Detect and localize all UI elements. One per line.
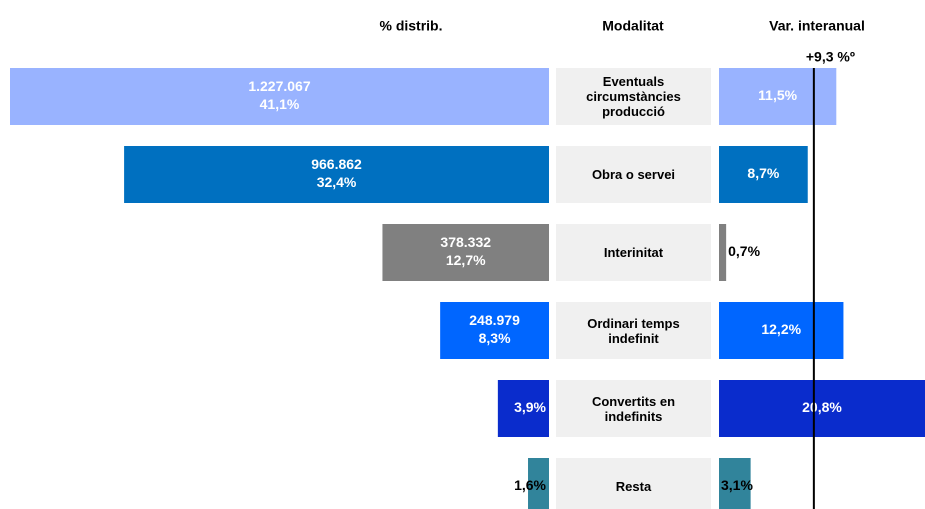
variation-label: 11,5% <box>758 87 797 103</box>
category-label: Ordinari temps indefinit <box>556 302 711 359</box>
variation-label: 8,7% <box>747 165 779 181</box>
variation-bar <box>719 224 727 281</box>
variation-label: 20,8% <box>802 399 842 415</box>
count-label: 248.979 <box>469 312 520 328</box>
share-bar <box>497 380 549 437</box>
variation-label: 0,7% <box>728 243 760 259</box>
count-label: 378.332 <box>440 234 491 250</box>
share-label: 12,7% <box>446 252 486 268</box>
category-label: Resta <box>556 458 711 509</box>
category-label: Interinitat <box>556 224 711 281</box>
variation-label: 3,1% <box>721 477 753 493</box>
column-title: Var. interanual <box>769 18 865 34</box>
variation-bar <box>719 458 751 509</box>
share-bar <box>10 68 549 125</box>
category-label: Eventuals circumstàncies producció <box>556 68 711 125</box>
variation-bar <box>719 68 837 125</box>
variation-bar <box>719 146 808 203</box>
count-label: 966.862 <box>311 156 362 172</box>
count-label: 1.227.067 <box>248 78 310 94</box>
share-bar <box>382 224 549 281</box>
share-label: 1,6% <box>514 477 546 493</box>
category-label: Convertits en indefinits <box>556 380 711 437</box>
share-label: 41,1% <box>260 96 300 112</box>
variation-label: 12,2% <box>761 321 801 337</box>
variation-bar <box>719 380 925 437</box>
share-label: 32,4% <box>317 174 357 190</box>
share-label: 8,3% <box>479 330 511 346</box>
variation-bar <box>719 302 844 359</box>
reference-label: +9,3 %º <box>806 49 855 65</box>
column-title: % distrib. <box>379 18 442 34</box>
share-bar <box>528 458 549 509</box>
share-label: 3,9% <box>514 399 546 415</box>
share-bar <box>124 146 550 203</box>
category-label: Obra o servei <box>556 146 711 203</box>
column-title: Modalitat <box>602 18 664 34</box>
share-bar <box>440 302 549 359</box>
